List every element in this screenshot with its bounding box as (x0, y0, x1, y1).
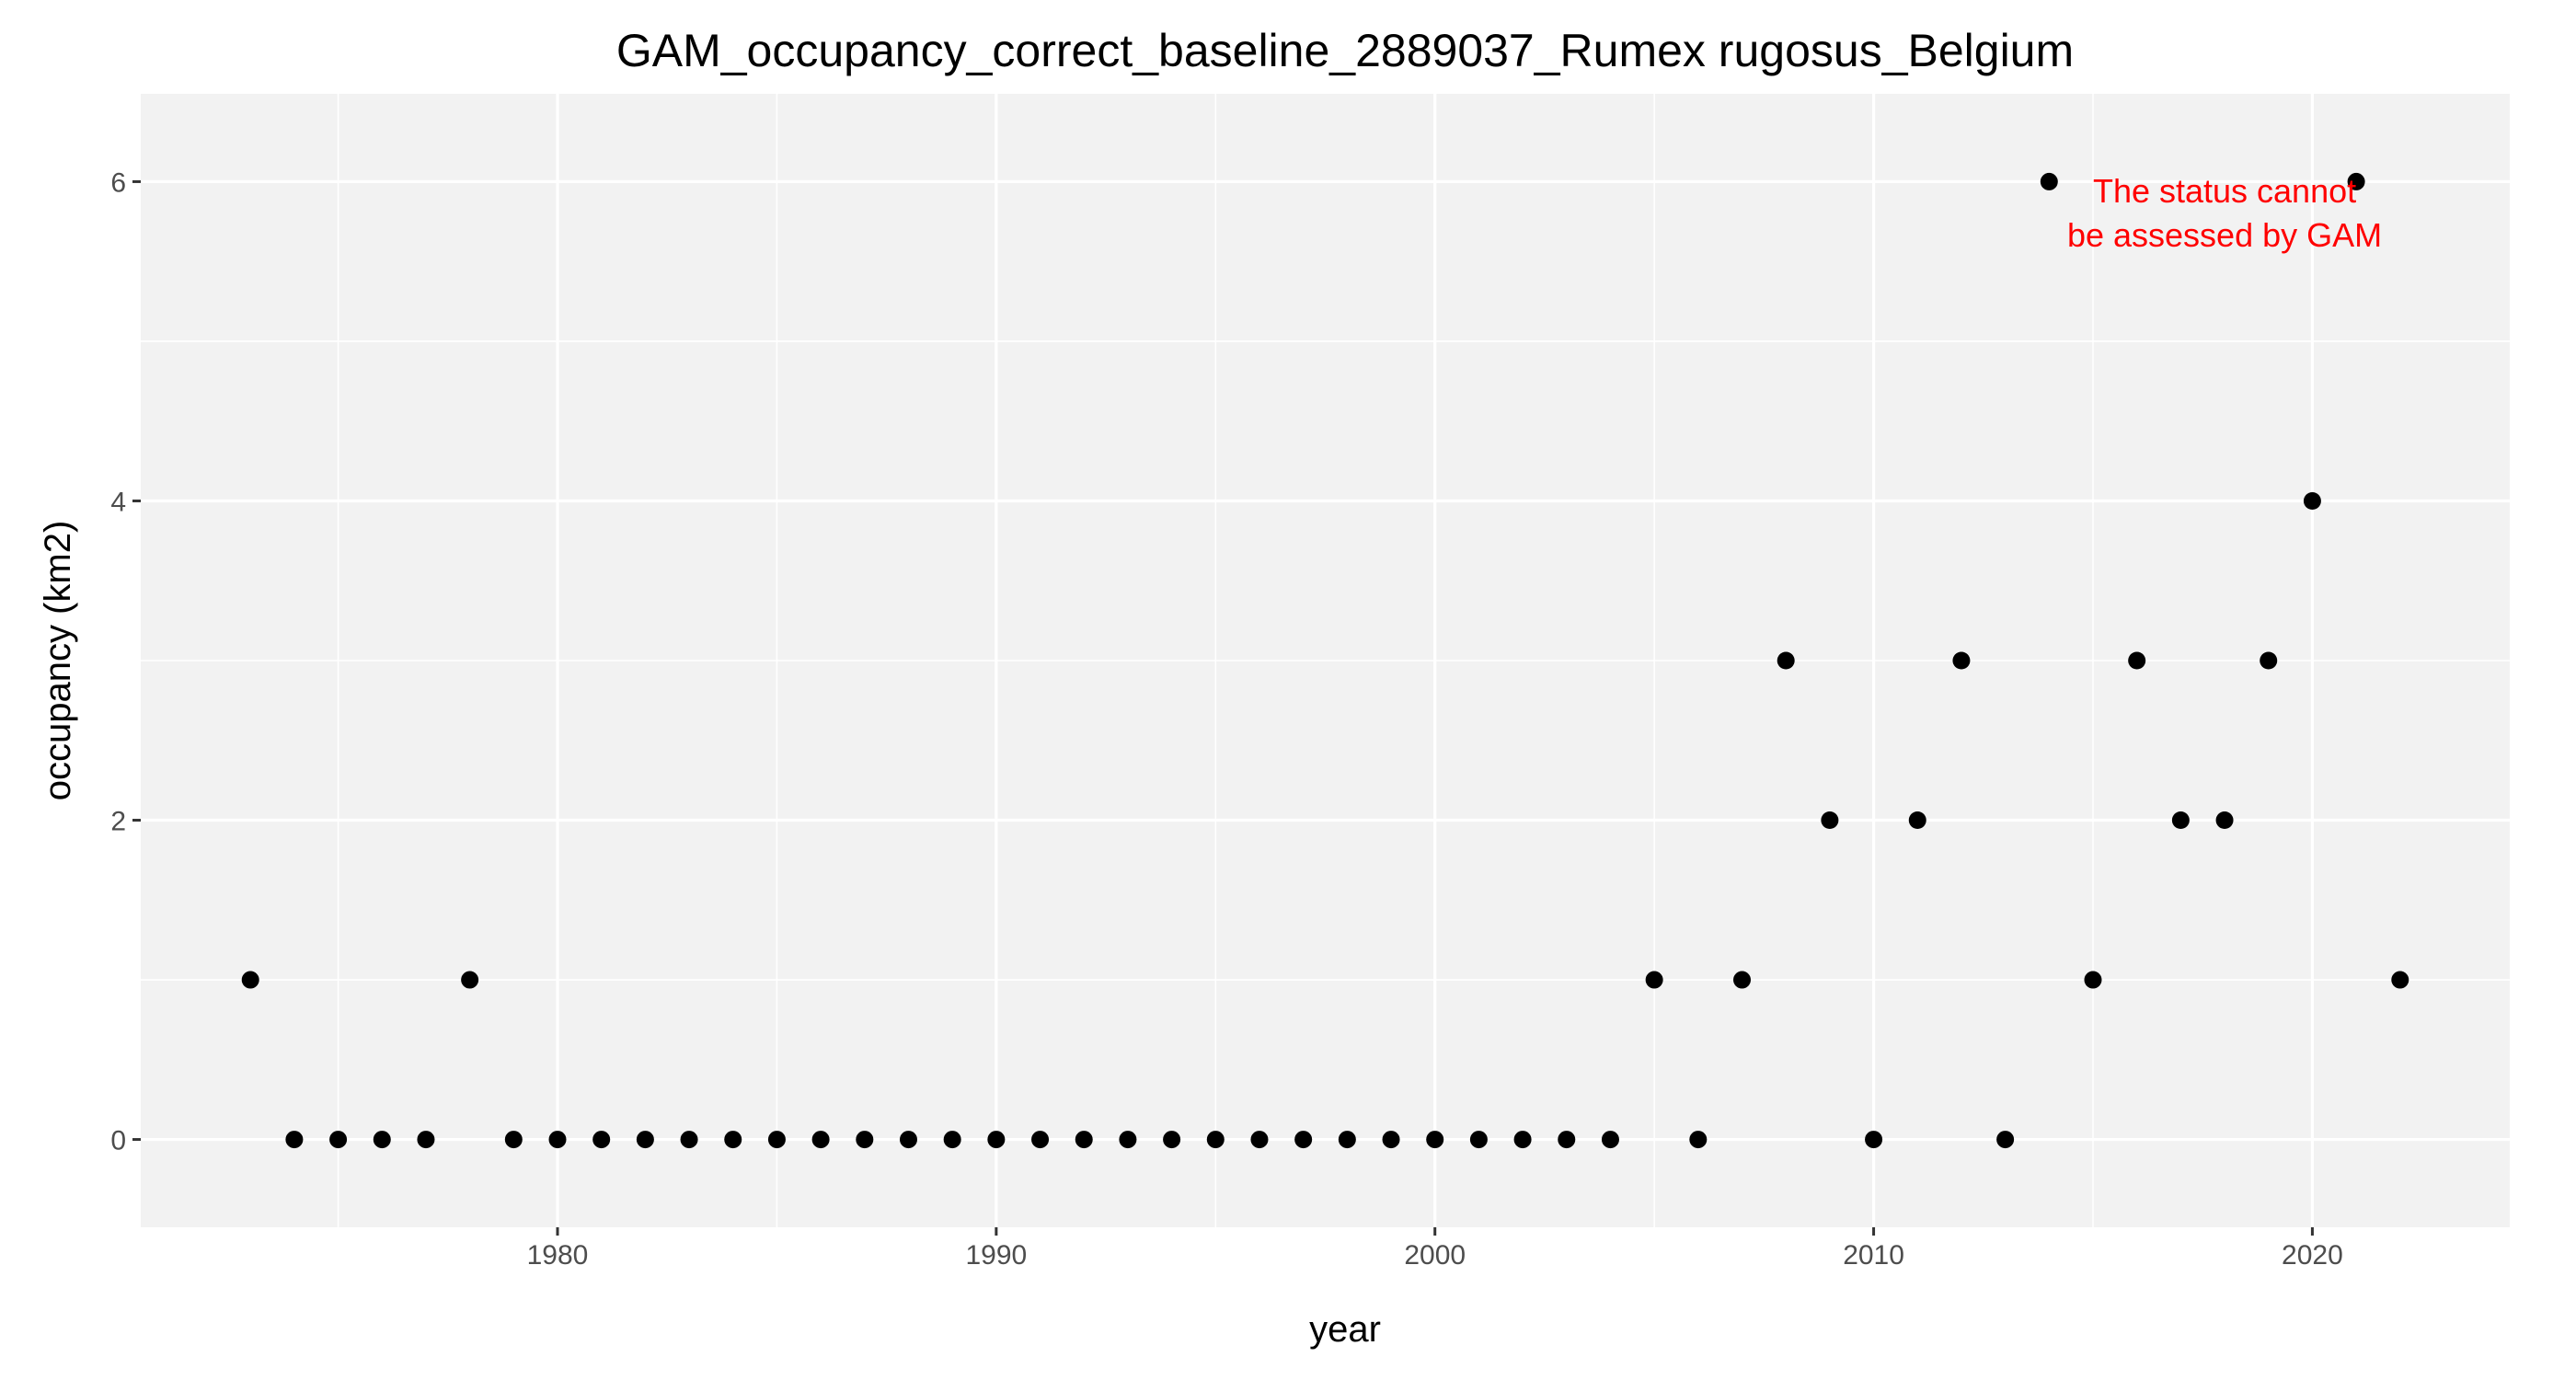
data-point (1294, 1131, 1313, 1149)
axis-ticks (132, 179, 2314, 1236)
data-point (1908, 811, 1926, 830)
data-point (2040, 172, 2058, 190)
data-point (724, 1131, 742, 1149)
status-annotation: The status cannot be assessed by GAM (2067, 172, 2382, 254)
y-tick-label: 6 (110, 167, 126, 198)
data-point (680, 1131, 698, 1149)
data-point (1382, 1131, 1400, 1149)
data-point (636, 1131, 654, 1149)
tick-labels: 1980 1990 2000 2010 2020 0 2 4 6 (110, 167, 2342, 1271)
data-point (1075, 1131, 1093, 1149)
x-tick-label: 2000 (1404, 1240, 1466, 1271)
data-point (329, 1131, 348, 1149)
x-tick-label: 1980 (527, 1240, 589, 1271)
data-point (1119, 1131, 1137, 1149)
data-point (1426, 1131, 1444, 1149)
y-tick-label: 0 (110, 1126, 126, 1156)
data-point (1777, 651, 1795, 670)
data-point (592, 1131, 611, 1149)
data-point (2084, 971, 2102, 989)
data-point (241, 971, 259, 989)
data-point (1821, 811, 1839, 830)
minor-gridlines (141, 94, 2510, 1227)
data-point (1733, 971, 1752, 989)
x-axis-title: year (1309, 1309, 1381, 1350)
data-point (285, 1131, 304, 1149)
y-tick-label: 4 (110, 487, 126, 517)
data-point (1645, 971, 1663, 989)
data-point (1206, 1131, 1225, 1149)
data-point (548, 1131, 567, 1149)
data-point (1558, 1131, 1576, 1149)
data-point (1996, 1131, 2015, 1149)
data-point (1338, 1131, 1356, 1149)
data-point (504, 1131, 523, 1149)
data-point (1865, 1131, 1883, 1149)
data-point (767, 1131, 786, 1149)
data-point (2303, 491, 2321, 510)
chart-title: GAM_occupancy_correct_baseline_2889037_R… (616, 25, 2074, 76)
data-point (2171, 811, 2190, 830)
data-point (2128, 651, 2146, 670)
annotation-line: The status cannot (2093, 172, 2356, 210)
data-point (1469, 1131, 1488, 1149)
data-point (2215, 811, 2234, 830)
data-point (1689, 1131, 1708, 1149)
data-point (1513, 1131, 1532, 1149)
x-tick-label: 2010 (1843, 1240, 1904, 1271)
data-point (1250, 1131, 1269, 1149)
data-point (987, 1131, 1006, 1149)
data-point (417, 1131, 435, 1149)
data-point (1952, 651, 1971, 670)
data-point (1163, 1131, 1181, 1149)
data-points (241, 172, 2409, 1149)
data-point (461, 971, 479, 989)
data-point (2260, 651, 2278, 670)
data-point (1601, 1131, 1619, 1149)
y-axis-title: occupancy (km2) (38, 521, 78, 801)
data-point (899, 1131, 917, 1149)
major-gridlines (141, 94, 2510, 1227)
data-point (856, 1131, 874, 1149)
data-point (2347, 172, 2365, 190)
y-tick-label: 2 (110, 807, 126, 837)
x-tick-label: 1990 (965, 1240, 1027, 1271)
data-point (811, 1131, 830, 1149)
data-point (943, 1131, 961, 1149)
data-point (1031, 1131, 1050, 1149)
data-point (2391, 971, 2409, 989)
annotation-line: be assessed by GAM (2067, 216, 2382, 254)
data-point (373, 1131, 391, 1149)
x-tick-label: 2020 (2282, 1240, 2343, 1271)
